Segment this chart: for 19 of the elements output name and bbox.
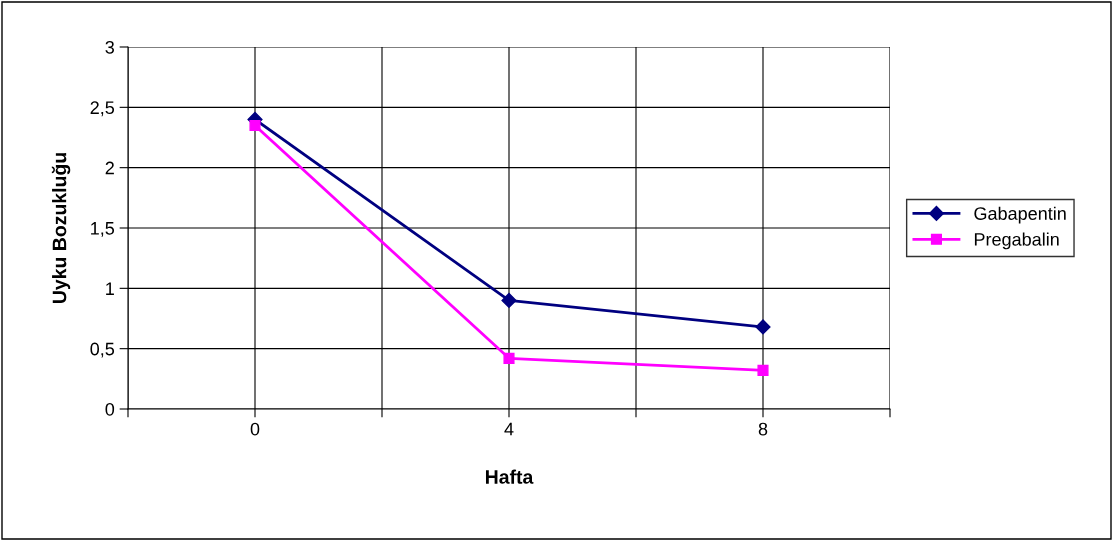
point xyxy=(503,352,515,364)
y-tick-label: 1 xyxy=(106,282,114,295)
legend-label: Pregabalin xyxy=(974,232,1059,250)
point xyxy=(501,292,517,308)
x-tick-label: 4 xyxy=(504,422,514,436)
x-axis-title: Hafta xyxy=(485,469,534,484)
x-tick-label: 8 xyxy=(758,422,768,436)
y-tick-label: 1,5 xyxy=(91,222,115,237)
x-tick-label: 0 xyxy=(250,422,260,436)
legend-label: Gabapentin xyxy=(974,206,1066,224)
point xyxy=(249,119,261,131)
y-tick-label: 2,5 xyxy=(90,101,115,117)
point xyxy=(757,364,769,376)
y-tick-label: 0 xyxy=(105,402,115,416)
y-tick-label: 2 xyxy=(105,161,114,175)
point xyxy=(755,319,771,335)
y-tick-label: 0,5 xyxy=(90,342,115,358)
y-axis-title: Uyku Bozukluğu xyxy=(51,153,71,303)
y-tick-label: 3 xyxy=(105,40,115,54)
